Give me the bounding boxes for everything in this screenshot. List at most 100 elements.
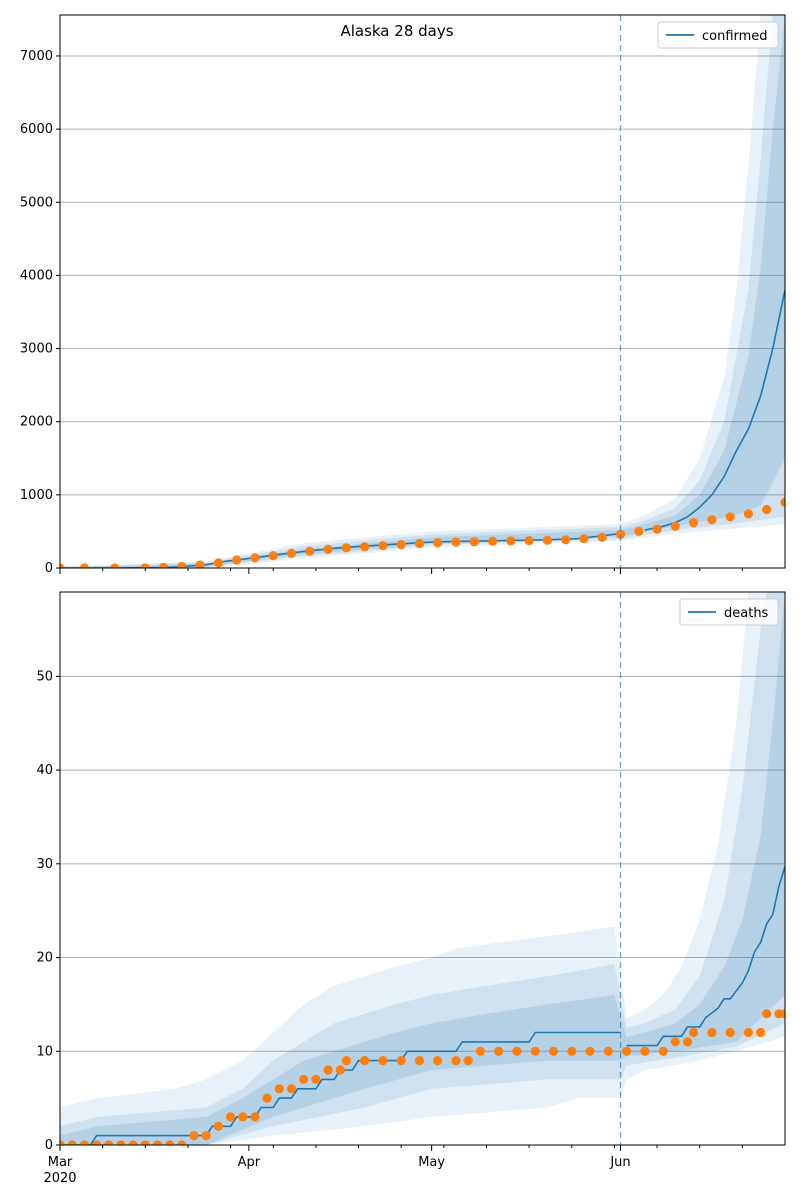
observed-point: [299, 1074, 309, 1084]
observed-point: [268, 551, 278, 561]
observed-point: [226, 1112, 236, 1122]
observed-point: [640, 1046, 650, 1056]
observed-point: [512, 1046, 522, 1056]
observed-point: [286, 548, 297, 559]
observed-point: [433, 1056, 443, 1066]
observed-point: [524, 536, 534, 546]
uncertainty-band-outer: [60, 592, 785, 1145]
x-tick-label: May: [418, 1155, 445, 1170]
y-tick-label: 2000: [20, 415, 53, 430]
legend-box: [657, 21, 779, 49]
observed-point: [116, 1140, 126, 1145]
observed-point: [652, 524, 662, 534]
observed-point: [396, 540, 406, 550]
observed-point: [360, 542, 370, 552]
observed-point: [67, 1140, 77, 1145]
observed-point: [165, 1140, 175, 1145]
observed-point: [128, 1140, 138, 1145]
observed-point: [725, 512, 735, 522]
observed-point: [603, 1046, 613, 1056]
observed-point: [707, 515, 717, 525]
observed-point: [451, 1056, 461, 1066]
observed-point: [743, 1027, 754, 1038]
observed-point: [567, 1046, 577, 1056]
observed-point: [506, 536, 516, 546]
observed-point: [360, 1056, 370, 1066]
observed-point: [104, 1140, 114, 1145]
observed-point: [548, 1046, 559, 1056]
observed-point: [201, 1131, 211, 1141]
observed-point: [780, 1009, 785, 1019]
observed-point: [689, 518, 699, 528]
observed-point: [213, 1121, 223, 1131]
observed-point: [378, 541, 388, 551]
y-tick-label: 7000: [20, 49, 53, 64]
observed-point: [414, 1056, 425, 1066]
observed-point: [341, 543, 351, 553]
observed-point: [634, 526, 644, 537]
observed-point: [79, 563, 89, 568]
x-tick-label: Mar: [48, 1155, 73, 1170]
confirmed-panel: 0 1000 2000 3000 4000 5000 6000 7000 confirmed: [20, 14, 786, 576]
observed-point: [622, 1046, 632, 1056]
observed-point: [92, 1140, 102, 1145]
y-tick-label: 40: [36, 763, 53, 778]
observed-point: [561, 535, 571, 545]
y-tick-label: 6000: [20, 122, 53, 137]
observed-point: [140, 1140, 150, 1145]
observed-point: [469, 537, 479, 547]
observed-point: [780, 497, 785, 507]
observed-point: [152, 1140, 163, 1145]
y-tick-label: 0: [45, 561, 53, 576]
observed-point: [262, 1093, 272, 1103]
observed-point: [670, 1037, 680, 1047]
axes-frame: [59, 14, 786, 569]
observed-point: [743, 509, 754, 519]
observed-point: [396, 1056, 406, 1066]
plot-area: [60, 592, 785, 1145]
observed-point: [433, 538, 443, 548]
plot-area: [60, 15, 785, 568]
observed-point: [451, 537, 461, 547]
observed-point: [378, 1056, 388, 1066]
observed-point: [213, 558, 223, 568]
y-tick-label: 50: [36, 669, 53, 684]
observed-point: [195, 560, 205, 568]
observed-point: [488, 536, 498, 546]
uncertainty-band-inner: [60, 15, 785, 568]
observed-point: [530, 1046, 540, 1056]
median-line-forecast: [626, 866, 785, 1047]
observed-point: [341, 1056, 351, 1066]
observed-point: [232, 555, 242, 565]
uncertainty-band-inner: [60, 592, 785, 1145]
observed-point: [305, 546, 315, 556]
observed-point: [60, 1140, 65, 1145]
observed-point: [494, 1046, 504, 1056]
observed-point: [689, 1027, 699, 1038]
observed-point: [463, 1056, 473, 1066]
legend-box: [679, 598, 779, 626]
observed-point: [762, 504, 772, 515]
y-tick-label: 0: [45, 1138, 53, 1153]
observed-point: [658, 1046, 668, 1056]
observed-point: [140, 563, 150, 568]
y-tick-label: 20: [36, 951, 53, 966]
observed-point: [579, 534, 589, 544]
observed-point: [585, 1046, 595, 1056]
observed-point: [475, 1046, 485, 1056]
observed-point: [682, 1037, 693, 1047]
observed-point: [189, 1131, 199, 1141]
observed-point: [311, 1074, 321, 1084]
x-tick-label: Jun: [609, 1155, 630, 1170]
y-tick-label: 4000: [20, 268, 53, 283]
observed-point: [159, 562, 169, 568]
observed-point: [725, 1027, 735, 1038]
observed-point: [762, 1009, 772, 1019]
observed-point: [414, 538, 425, 549]
uncertainty-band-middle: [60, 15, 785, 568]
x-tick-label: Apr: [238, 1155, 261, 1170]
observed-point: [238, 1112, 248, 1122]
axes-frame: [59, 591, 786, 1146]
